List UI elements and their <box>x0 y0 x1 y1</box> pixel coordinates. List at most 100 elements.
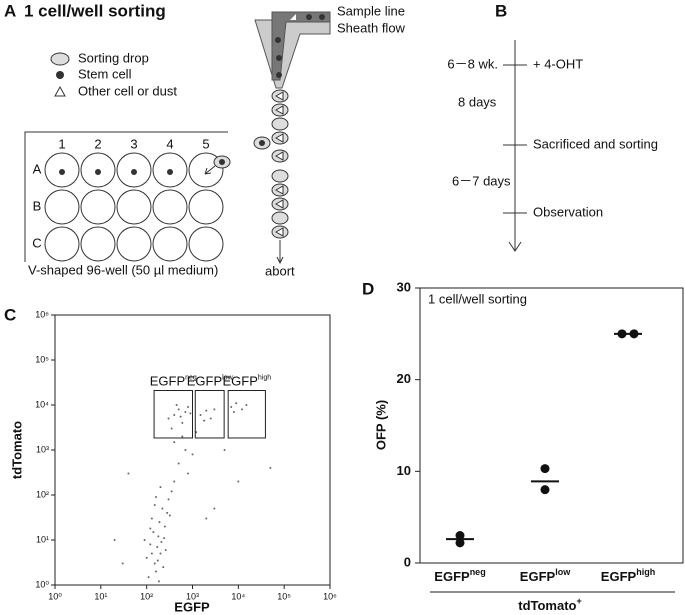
point <box>170 427 173 430</box>
plot-frame <box>419 287 684 564</box>
gate-label-base: EGFP <box>187 374 222 389</box>
panel-letter: A <box>4 1 16 20</box>
point <box>269 466 272 469</box>
gate-label-base: EGFP <box>150 374 185 389</box>
point <box>240 408 243 411</box>
cell <box>95 169 101 175</box>
gate-label-sup: high <box>258 374 271 381</box>
gate-label: EGFPneg <box>150 374 197 389</box>
x-tick-label-sup: low <box>555 567 571 577</box>
point <box>181 421 184 424</box>
point <box>175 404 178 406</box>
gate-label-sup: low <box>222 374 233 381</box>
y-tick-label: 30 <box>397 279 411 294</box>
gate-label: EGFPlow <box>187 374 234 389</box>
point <box>149 527 152 530</box>
point <box>159 552 162 555</box>
point <box>223 449 226 451</box>
row-label: B <box>33 198 42 213</box>
annotation: 1 cell/well sorting <box>428 291 527 306</box>
x-tick-label-sup: high <box>636 567 655 577</box>
column-label: 3 <box>130 136 137 151</box>
column-label: 5 <box>202 136 209 151</box>
gate-label-sup: neg <box>185 374 197 381</box>
drop-stream <box>271 89 289 239</box>
point <box>245 404 248 406</box>
legend-dust <box>54 85 66 97</box>
point <box>184 449 187 451</box>
x-tick-label: EGFPlow <box>520 567 571 584</box>
point <box>177 462 180 465</box>
x-tick-label: EGFPneg <box>434 567 485 584</box>
well <box>116 189 152 225</box>
sheath-flow-label: Sheath flow <box>337 20 406 35</box>
point <box>173 413 176 416</box>
x-axis-label-base: tdTomato <box>518 598 576 613</box>
x-tick-label: 10² <box>140 591 153 601</box>
y-tick-label: 10⁴ <box>35 399 49 409</box>
point <box>199 413 202 416</box>
timeline-event: Observation <box>533 204 603 219</box>
x-tick-label-sup: neg <box>470 567 486 577</box>
x-tick-label: 10⁵ <box>277 591 291 601</box>
cell <box>319 14 325 20</box>
dust <box>274 151 284 161</box>
gate-label-base: EGFP <box>222 374 257 389</box>
point <box>232 410 235 413</box>
point <box>187 472 190 475</box>
point <box>177 408 180 411</box>
point <box>213 507 216 510</box>
dust <box>274 133 284 143</box>
y-axis-label: tdTomato <box>9 421 24 479</box>
point <box>161 507 164 510</box>
x-tick-label: 10³ <box>186 591 199 601</box>
dust <box>274 105 284 115</box>
point <box>157 535 160 538</box>
timeline-arrow <box>508 241 522 252</box>
panel-letter: D <box>362 279 374 298</box>
x-axis-label-sup: + <box>576 596 581 606</box>
drop <box>271 211 289 225</box>
sample-line-label: Sample line <box>337 3 405 18</box>
point <box>163 537 166 540</box>
cell <box>276 72 282 78</box>
point <box>163 525 166 528</box>
well <box>188 189 224 225</box>
sort-arrow <box>204 165 216 175</box>
point <box>149 543 152 546</box>
y-axis-label: OFP (%) <box>373 400 388 450</box>
row-label: A <box>33 161 42 176</box>
point <box>179 415 182 418</box>
point <box>173 441 176 444</box>
point <box>170 490 173 493</box>
point <box>155 570 158 573</box>
point <box>184 410 187 413</box>
column-label: 2 <box>94 136 101 151</box>
x-tick-label-base: EGFP <box>434 569 470 584</box>
legend-label: Sorting drop <box>78 50 149 65</box>
point <box>155 496 158 499</box>
x-tick-label: 10⁰ <box>48 591 62 601</box>
row-label: C <box>32 235 41 250</box>
well <box>80 226 116 262</box>
dot <box>455 538 465 548</box>
point <box>237 480 240 483</box>
x-tick-label-base: EGFP <box>520 569 556 584</box>
point <box>167 417 170 420</box>
legend-drop <box>50 52 70 66</box>
panel-letter: B <box>495 1 507 20</box>
well <box>152 189 188 225</box>
y-tick-label: 10⁰ <box>35 579 49 589</box>
y-tick-label: 0 <box>404 554 411 569</box>
well <box>188 226 224 262</box>
gate-label: EGFPhigh <box>222 374 271 389</box>
point <box>121 562 124 565</box>
dust <box>274 91 284 101</box>
timeline-interval: 6－7 days <box>452 173 511 188</box>
dust <box>274 199 284 209</box>
well <box>152 226 188 262</box>
panel-letter: C <box>4 305 16 324</box>
point <box>167 498 170 501</box>
well <box>80 189 116 225</box>
